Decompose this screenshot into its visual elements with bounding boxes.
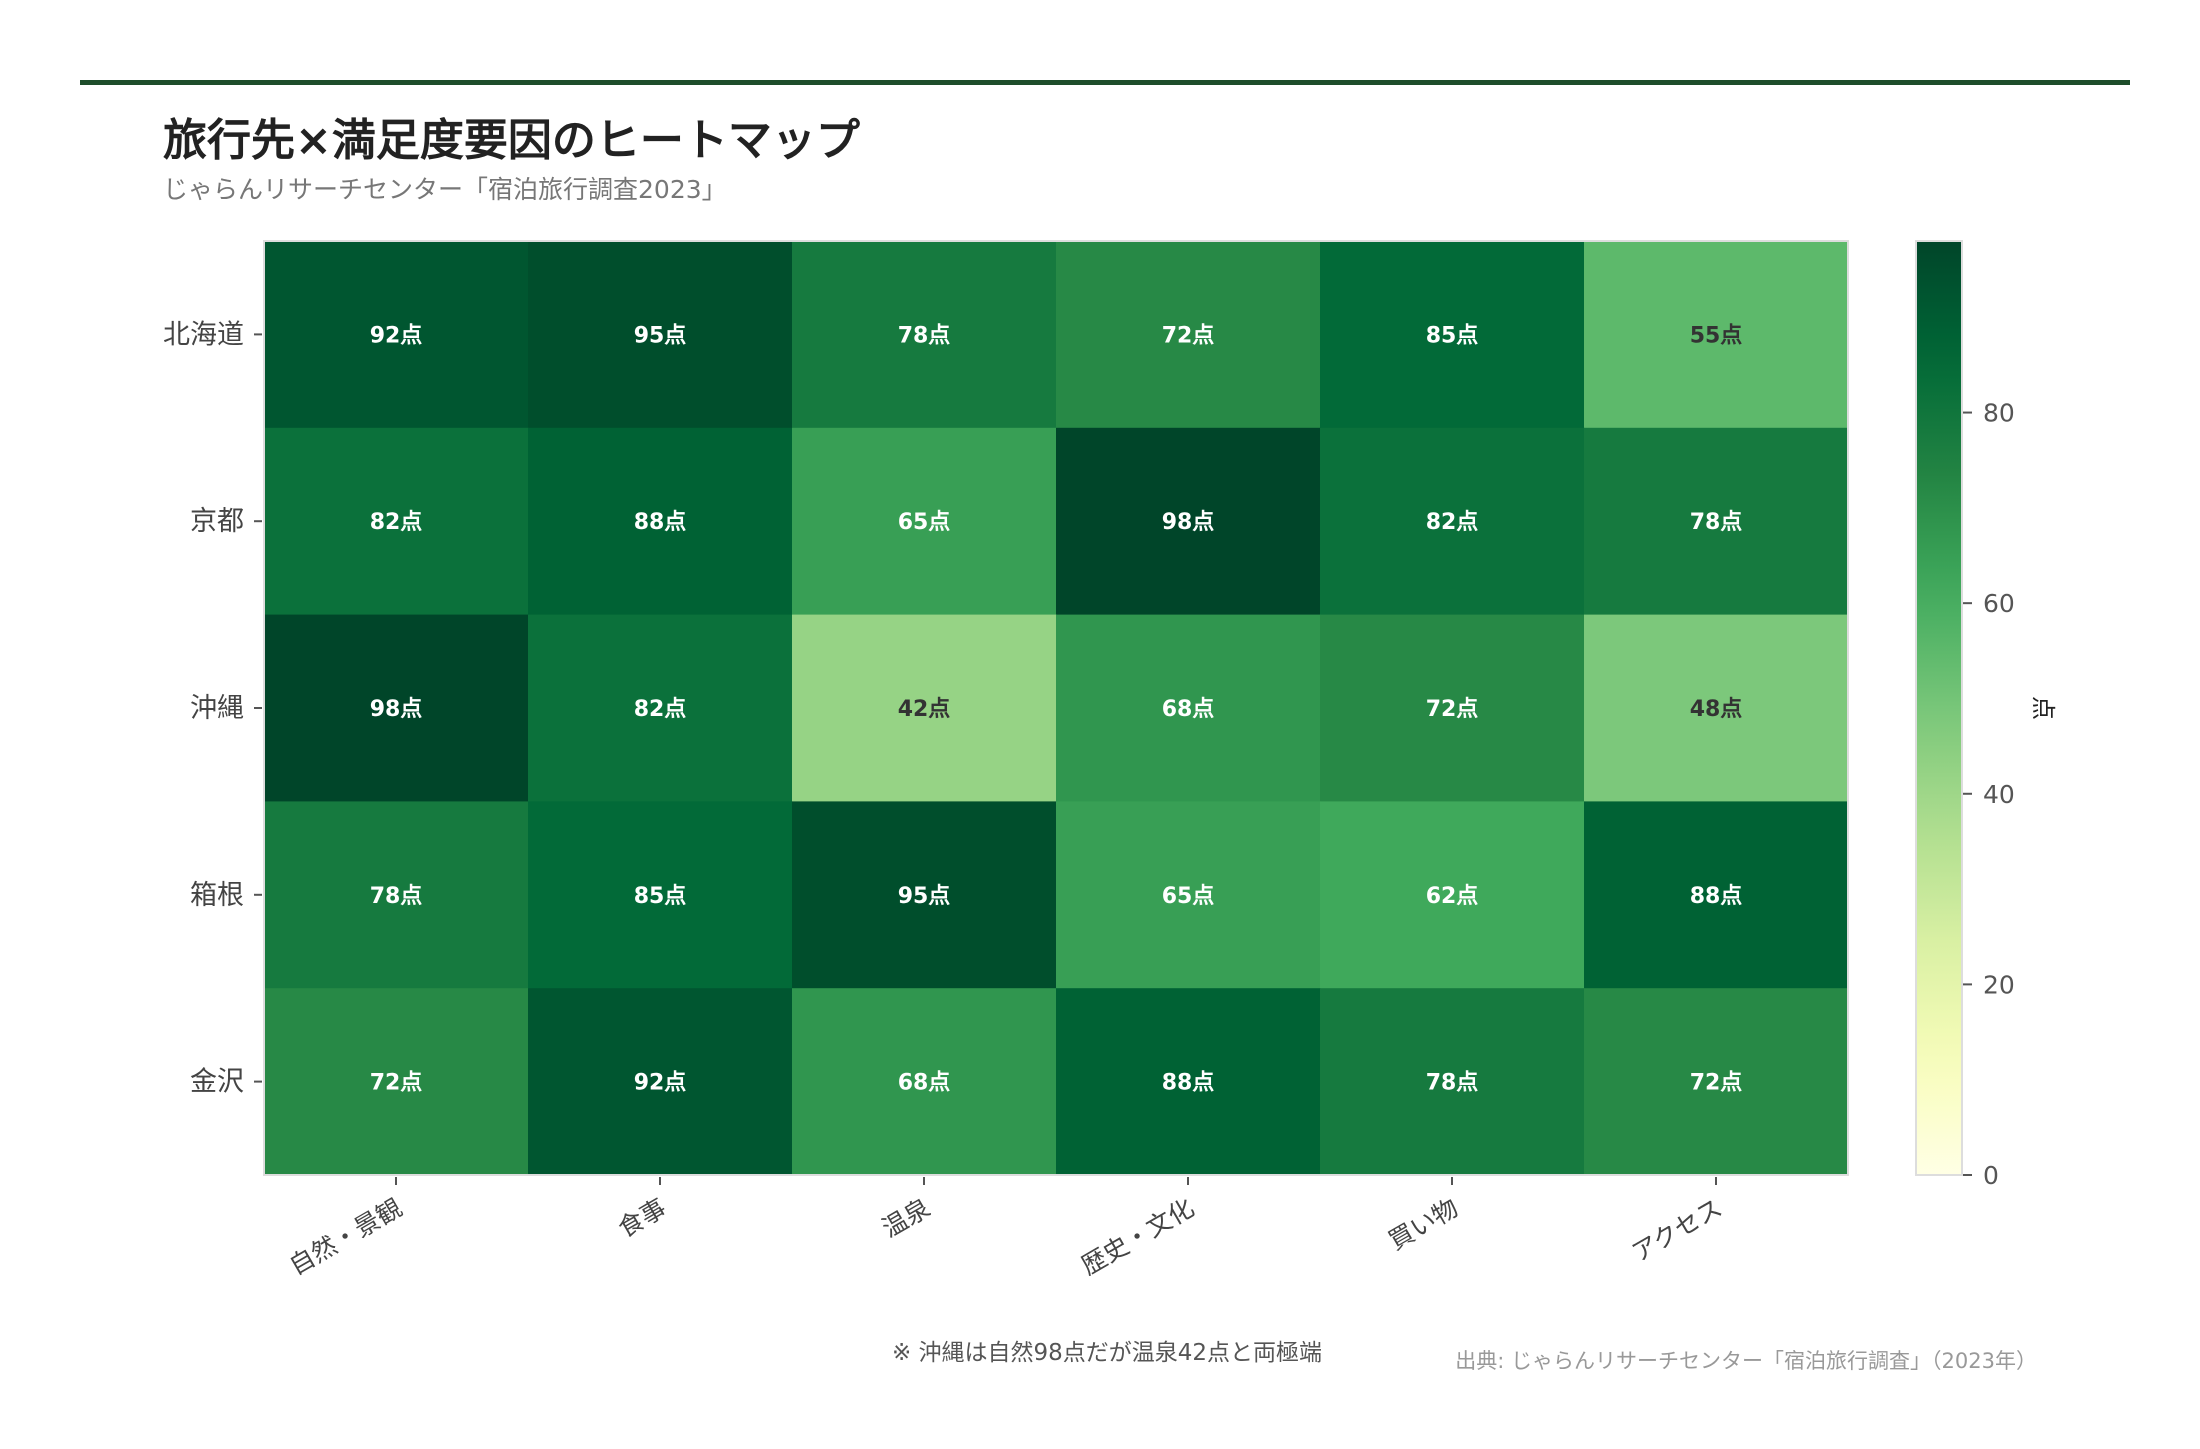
cell-value-label: 68点 [1162,696,1215,722]
x-tick-label: 歴史・文化 [1076,1193,1199,1281]
heatmap-cell [528,614,793,802]
heatmap-cell [1320,614,1585,802]
cell-value-label: 82点 [1426,509,1479,535]
cell-value-label: 65点 [1162,883,1215,909]
y-tick-label: 沖縄 [190,693,244,724]
heatmap-cell [1320,241,1585,429]
y-tick-label: 金沢 [190,1067,244,1098]
x-tick-label: 買い物 [1384,1193,1463,1256]
heatmap-cell [1584,801,1849,989]
cell-value-label: 72点 [1690,1070,1743,1096]
y-tick-label: 北海道 [163,319,244,350]
heatmap-cell [792,801,1057,989]
cell-value-label: 55点 [1690,322,1743,348]
chart-subtitle: じゃらんリサーチセンター「宿泊旅行調査2023」 [163,175,727,204]
chart-title: 旅行先×満足度要因のヒートマップ [163,115,860,166]
colorbar-tick-label: 40 [1983,780,2015,809]
heatmap-cell [528,427,793,616]
heatmap-cell [528,241,793,429]
heatmap-cell [264,241,529,429]
x-axis: 自然・景観 食事 温泉 歴史・文化 買い物 アクセス [284,1177,1727,1281]
colorbar-tick-label: 0 [1983,1161,1999,1190]
cell-value-label: 72点 [370,1070,423,1096]
cell-value-label: 98点 [370,696,423,722]
cell-value-label: 82点 [634,696,687,722]
cell-value-label: 85点 [634,883,687,909]
heatmap-cell [528,988,793,1176]
y-tick-label: 京都 [190,506,244,537]
heatmap-cells: 92点 95点 78点 72点 85点 55点 82点 88点 65点 98点 82点 78点 98点 8… [263,240,1849,1176]
heatmap-cell [264,988,529,1176]
plot-border [263,240,1849,1176]
heatmap-cell [1056,614,1321,802]
cell-value-label: 88点 [634,509,687,535]
x-tick-label: アクセス [1627,1193,1727,1267]
x-tick-label: 温泉 [877,1193,935,1243]
cell-value-label: 95点 [634,322,687,348]
heatmap-cell [1056,427,1321,616]
heatmap-cell [528,801,793,989]
colorbar [1915,240,1963,1176]
heatmap-cell [792,614,1057,802]
cell-value-label: 62点 [1426,883,1479,909]
heatmap-cell [1320,801,1585,989]
cell-value-label: 78点 [370,883,423,909]
cell-value-label: 48点 [1690,696,1743,722]
cell-value-label: 78点 [898,322,951,348]
cell-value-label: 78点 [1426,1070,1479,1096]
heatmap-cell [792,427,1057,616]
colorbar-label: 点 [2029,696,2057,720]
cell-value-label: 88点 [1162,1070,1215,1096]
cell-value-label: 78点 [1690,509,1743,535]
heatmap-cell [1584,427,1849,616]
cell-value-label: 72点 [1426,696,1479,722]
cell-value-label: 95点 [898,883,951,909]
cell-value-label: 98点 [1162,509,1215,535]
source-credit: 出典: じゃらんリサーチセンター「宿泊旅行調査」（2023年） [1455,1349,2037,1373]
heatmap-cell [264,427,529,616]
x-tick-label: 食事 [613,1193,671,1243]
colorbar-ticks: 0 20 40 60 80 [1963,399,2015,1190]
cell-value-label: 42点 [898,696,951,722]
heatmap-cell [1584,614,1849,802]
cell-value-label: 92点 [634,1070,687,1096]
y-tick-label: 箱根 [190,880,244,911]
colorbar-tick-label: 20 [1983,970,2015,999]
x-tick-label: 自然・景観 [284,1193,407,1281]
colorbar-tick-label: 60 [1983,589,2015,618]
heatmap-cell [1584,241,1849,429]
cell-value-label: 68点 [898,1070,951,1096]
heatmap-cell [792,241,1057,429]
heatmap-cell [264,801,529,989]
heatmap-cell [264,614,529,802]
heatmap-cell [1056,801,1321,989]
cell-value-label: 92点 [370,322,423,348]
cell-value-label: 88点 [1690,883,1743,909]
footnote: ※ 沖縄は自然98点だが温泉42点と両極端 [892,1340,1322,1366]
heatmap-cell [1320,988,1585,1176]
heatmap-cell [1056,988,1321,1176]
cell-value-label: 85点 [1426,322,1479,348]
heatmap-cell [1320,427,1585,616]
cell-value-label: 72点 [1162,322,1215,348]
heatmap-cell [1056,241,1321,429]
heatmap-cell [1584,988,1849,1176]
colorbar-tick-label: 80 [1983,399,2015,428]
cell-value-label: 65点 [898,509,951,535]
heatmap-cell [792,988,1057,1176]
header-accent-line [80,80,2130,85]
cell-value-label: 82点 [370,509,423,535]
